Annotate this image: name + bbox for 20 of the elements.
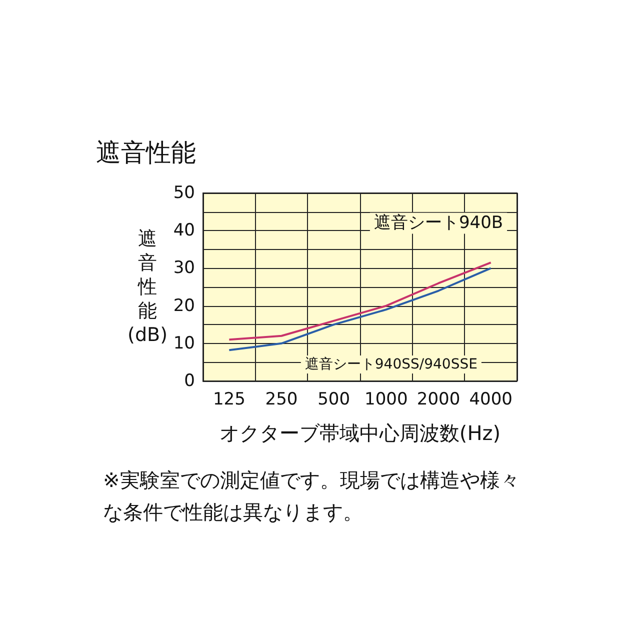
x-tick-label: 125	[212, 390, 246, 410]
series-label: 遮音シート940B	[374, 213, 504, 234]
y-tick-label: 0	[184, 371, 195, 391]
y-tick-label: 50	[173, 183, 195, 203]
y-tick-label: 20	[173, 296, 195, 316]
x-tick-label: 1000	[364, 390, 408, 410]
x-tick-label: 2000	[416, 390, 460, 410]
x-tick-label: 4000	[469, 390, 512, 410]
chart-title: 遮音性能	[96, 138, 196, 167]
series-label: 遮音シート940SS/940SSE	[304, 356, 478, 373]
line-series	[228, 267, 492, 352]
line-series	[228, 262, 492, 341]
y-axis-title: 遮音性能(dB)	[128, 228, 168, 346]
y-tick-label: 30	[173, 258, 195, 278]
text: ※実験室での測定値です。現場では構造や様々な条件で性能は異なります。	[103, 468, 520, 524]
x-tick-label: 500	[318, 390, 350, 410]
x-tick-label: 250	[265, 390, 298, 410]
x-axis-title: オクターブ帯域中心周波数(Hz)	[219, 421, 501, 445]
y-tick-label: 10	[173, 333, 195, 354]
y-tick-label: 40	[173, 220, 195, 241]
